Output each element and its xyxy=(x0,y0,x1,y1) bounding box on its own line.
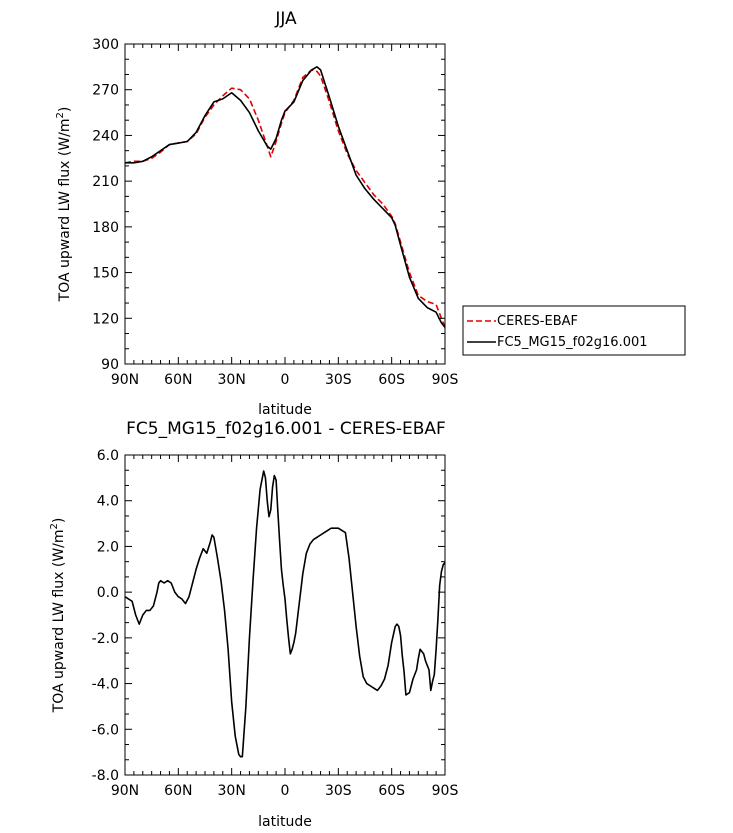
top-chart-y-tick-label: 240 xyxy=(92,128,119,144)
bottom-chart: FC5_MG15_f02g16.001 - CERES-EBAF TOA upw… xyxy=(49,419,458,830)
bottom-chart-y-tick-label: 6.0 xyxy=(97,448,119,464)
top-chart-x-tick-label: 90S xyxy=(432,372,459,388)
legend: CERES-EBAF FC5_MG15_f02g16.001 xyxy=(462,305,686,356)
top-chart-ticks-layer: 90N 60N 30N 0 30S 60S 90S 90 120 150 180 210 240 270 3… xyxy=(92,37,458,388)
bottom-chart-xlabel: latitude xyxy=(258,814,312,830)
top-chart-series-line-1 xyxy=(125,66,446,328)
top-chart-x-tick-label: 0 xyxy=(281,372,290,388)
top-chart-series-layer xyxy=(124,66,446,328)
top-chart-y-tick-label: 210 xyxy=(92,174,119,190)
bottom-chart-y-tick-label: -2.0 xyxy=(92,631,119,647)
top-chart-x-tick-label: 30N xyxy=(218,372,246,388)
bottom-chart-x-tick-label: 30S xyxy=(325,783,352,799)
top-chart-series-line-0 xyxy=(124,69,446,328)
bottom-chart-ticks-layer: 90N 60N 30N 0 30S 60S 90S -8.0 -6.0 -4.0 -2.0 0.0 2.… xyxy=(92,448,459,799)
top-chart-y-tick-label: 120 xyxy=(92,311,119,327)
bottom-chart-x-tick-label: 90N xyxy=(111,783,139,799)
bottom-chart-y-tick-label: 0.0 xyxy=(97,585,119,601)
top-chart-x-tick-label: 60N xyxy=(164,372,192,388)
bottom-chart-x-tick-label: 90S xyxy=(432,783,459,799)
bottom-chart-x-tick-label: 30N xyxy=(218,783,246,799)
top-chart-y-tick-label: 90 xyxy=(101,357,119,373)
bottom-chart-series-line-0 xyxy=(124,470,446,758)
bottom-chart-x-tick-label: 60N xyxy=(164,783,192,799)
legend-label-ceres-ebaf: CERES-EBAF xyxy=(497,314,578,329)
bottom-chart-ylabel: TOA upward LW flux (W/m2) xyxy=(49,518,67,714)
top-chart-x-tick-label: 60S xyxy=(378,372,405,388)
bottom-chart-title: FC5_MG15_f02g16.001 - CERES-EBAF xyxy=(126,419,446,439)
top-chart-ylabel: TOA upward LW flux (W/m2) xyxy=(55,107,73,303)
bottom-chart-x-tick-label: 0 xyxy=(281,783,290,799)
legend-label-fc5: FC5_MG15_f02g16.001 xyxy=(497,335,648,350)
bottom-chart-y-tick-label: -8.0 xyxy=(92,768,119,784)
top-chart-y-tick-label: 300 xyxy=(92,37,119,53)
bottom-chart-y-tick-label: 4.0 xyxy=(97,494,119,510)
top-chart-y-tick-label: 270 xyxy=(92,83,119,99)
bottom-chart-x-tick-label: 60S xyxy=(378,783,405,799)
top-chart-y-tick-label: 150 xyxy=(92,266,119,282)
top-chart-x-tick-label: 90N xyxy=(111,372,139,388)
bottom-chart-y-tick-label: 2.0 xyxy=(97,539,119,555)
bottom-chart-y-tick-label: -6.0 xyxy=(92,722,119,738)
top-chart-y-tick-label: 180 xyxy=(92,220,119,236)
top-chart-title: JJA xyxy=(274,9,297,29)
top-chart-plot-frame xyxy=(124,43,446,365)
top-chart-x-tick-label: 30S xyxy=(325,372,352,388)
legend-box xyxy=(462,305,686,356)
top-chart-xlabel: latitude xyxy=(258,402,312,418)
bottom-chart-series-layer xyxy=(124,470,446,758)
bottom-chart-y-tick-label: -4.0 xyxy=(92,677,119,693)
top-chart: JJA TOA upward LW flux (W/m2) latitude 9… xyxy=(55,9,458,418)
bottom-chart-plot-frame xyxy=(124,454,446,776)
